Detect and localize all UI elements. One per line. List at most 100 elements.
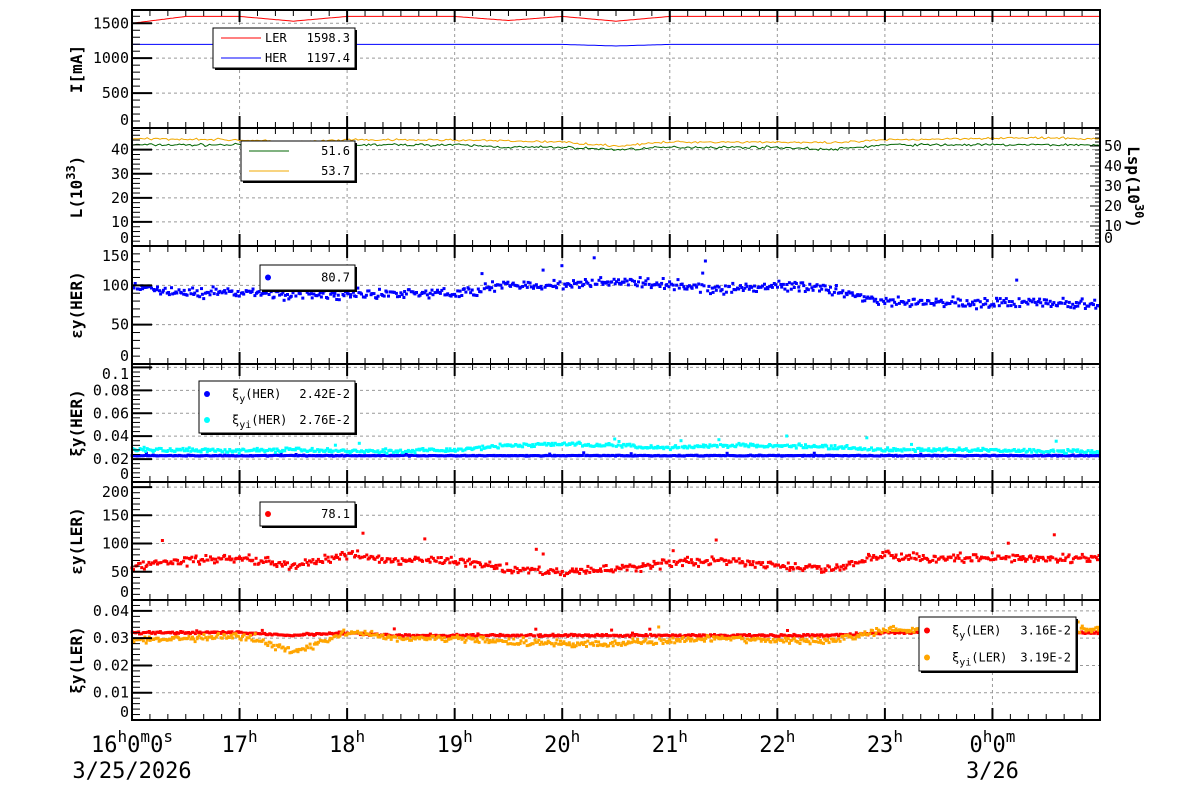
- data-point: [615, 280, 618, 284]
- data-point: [315, 454, 319, 457]
- data-point: [628, 563, 632, 567]
- data-point: [848, 291, 852, 295]
- data-point: [629, 444, 633, 448]
- data-point: [479, 448, 483, 452]
- data-point: [141, 448, 145, 452]
- data-point: [786, 637, 790, 641]
- data-point: [875, 627, 879, 630]
- legend-series-value: 80.7: [321, 271, 350, 285]
- data-point: [517, 642, 520, 646]
- data-point: [838, 568, 842, 572]
- data-point: [722, 292, 726, 296]
- data-point: [438, 454, 442, 458]
- legend-series-value: 3.16E-2: [1020, 624, 1071, 638]
- data-point: [1009, 449, 1013, 453]
- data-point: [425, 293, 429, 297]
- data-point: [554, 641, 558, 645]
- data-point: [812, 451, 816, 455]
- data-point: [971, 553, 975, 557]
- data-point: [915, 627, 919, 631]
- data-point: [568, 454, 572, 458]
- data-point: [342, 552, 346, 556]
- data-point: [793, 444, 797, 448]
- data-point: [727, 560, 731, 564]
- data-point: [1004, 557, 1008, 561]
- data-point: [589, 285, 593, 288]
- data-point: [209, 454, 213, 458]
- data-point: [182, 636, 186, 640]
- data-point: [528, 281, 532, 285]
- y-tick-label: 0: [120, 229, 129, 247]
- data-point: [635, 566, 639, 570]
- data-point: [877, 447, 881, 451]
- data-point: [625, 642, 629, 646]
- data-point: [412, 449, 416, 453]
- data-point: [545, 642, 549, 646]
- data-point: [957, 556, 961, 560]
- data-point: [478, 561, 482, 565]
- data-point: [470, 561, 474, 565]
- data-point: [1039, 556, 1043, 560]
- data-point: [992, 558, 995, 562]
- data-point: [968, 556, 972, 560]
- data-point: [910, 442, 913, 446]
- data-point: [658, 567, 662, 571]
- data-point: [889, 630, 893, 634]
- data-point: [516, 284, 520, 288]
- data-point: [923, 556, 927, 560]
- data-point: [745, 284, 749, 288]
- data-point: [920, 454, 924, 458]
- data-point: [1093, 298, 1097, 302]
- data-point: [831, 447, 835, 451]
- data-point: [1028, 299, 1032, 303]
- data-point: [705, 559, 709, 562]
- data-point: [478, 445, 481, 449]
- data-point: [315, 632, 319, 635]
- data-point: [930, 454, 934, 458]
- data-point: [1058, 454, 1062, 458]
- data-point: [628, 641, 632, 645]
- data-point: [266, 633, 270, 637]
- data-point: [969, 303, 973, 307]
- data-point: [274, 563, 278, 566]
- data-point: [175, 291, 179, 295]
- data-point: [282, 633, 286, 637]
- data-point: [963, 557, 967, 561]
- data-point: [608, 443, 612, 447]
- data-point: [151, 630, 155, 634]
- data-point: [555, 454, 559, 458]
- data-point: [446, 292, 450, 296]
- data-point: [604, 564, 608, 567]
- data-point: [786, 629, 789, 632]
- data-point: [563, 282, 567, 286]
- data-point: [1063, 451, 1066, 455]
- data-point: [285, 446, 289, 450]
- data-point: [177, 631, 180, 635]
- data-point: [389, 560, 393, 564]
- data-point: [662, 447, 666, 451]
- data-point: [395, 633, 399, 637]
- x-tick-label-value: 23: [867, 733, 894, 758]
- data-point: [958, 551, 962, 555]
- data-point: [874, 297, 878, 301]
- data-point: [184, 454, 188, 458]
- data-point: [856, 293, 860, 297]
- data-point: [260, 447, 264, 451]
- data-point: [578, 571, 582, 575]
- data-point: [444, 450, 448, 453]
- data-point: [321, 639, 325, 643]
- data-point: [1030, 450, 1034, 454]
- data-point: [428, 632, 432, 636]
- data-point: [732, 288, 736, 291]
- data-point: [740, 286, 744, 289]
- legend-point-marker: [924, 654, 930, 661]
- data-point: [858, 560, 862, 564]
- data-point: [811, 639, 815, 643]
- data-point: [1060, 450, 1064, 454]
- data-point: [254, 454, 258, 458]
- data-point: [582, 643, 585, 646]
- data-point: [976, 454, 980, 457]
- data-point: [410, 638, 413, 642]
- data-point: [408, 449, 412, 453]
- data-point: [500, 286, 504, 290]
